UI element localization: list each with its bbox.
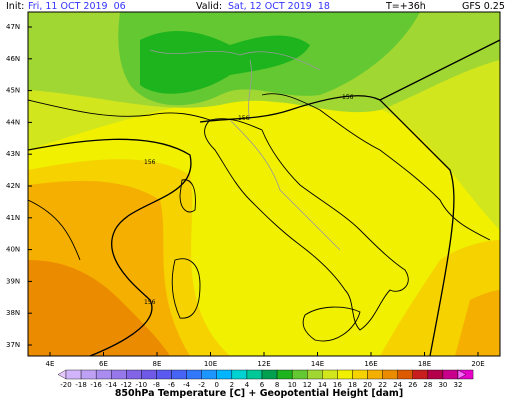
valid-label: Valid:	[196, 1, 222, 12]
map-field	[28, 12, 500, 356]
colorbar-label: 14	[318, 381, 327, 389]
colorbar-swatch	[65, 369, 82, 380]
colorbar-swatch	[397, 369, 413, 380]
colorbar-swatch	[186, 369, 202, 380]
colorbar-swatch	[80, 369, 97, 380]
colorbar-swatch	[171, 369, 187, 380]
colorbar-swatch	[261, 369, 278, 380]
colorbar-swatch	[307, 369, 323, 380]
contour-label: 156	[238, 115, 250, 122]
colorbar-label: 4	[245, 381, 250, 389]
field-zone	[455, 290, 500, 356]
colorbar-arrow	[457, 369, 467, 380]
lon-label: 14E	[311, 360, 324, 368]
lat-label: 40N	[6, 246, 20, 254]
contour-label: 156	[342, 94, 354, 101]
colorbar-swatch	[412, 369, 429, 380]
colorbar-label: 8	[275, 381, 279, 389]
lon-label: 20E	[471, 360, 484, 368]
colorbar-label: -8	[153, 381, 160, 389]
lat-label: 37N	[6, 341, 20, 349]
colorbar-swatch	[322, 369, 338, 380]
contour-label: 156	[144, 299, 156, 306]
colorbar-label: 30	[438, 381, 447, 389]
colorbar-swatch	[291, 369, 308, 380]
colorbar-label: -4	[183, 381, 191, 389]
field-zone	[140, 30, 310, 94]
colorbar-label: -12	[121, 381, 132, 389]
coastlines	[28, 93, 491, 342]
colorbar-label: 12	[303, 381, 312, 389]
colorbar-label: 18	[348, 381, 357, 389]
lat-label: 45N	[6, 87, 20, 95]
colorbar-label: -18	[75, 381, 86, 389]
lat-label: 46N	[6, 55, 20, 63]
borders	[149, 49, 341, 251]
field-zone	[28, 260, 170, 356]
lat-label: 38N	[6, 309, 20, 317]
colorbar-label: -10	[136, 381, 147, 389]
colorbar-swatch	[201, 369, 217, 380]
colorbar-swatch	[442, 369, 459, 380]
height-contours	[28, 39, 500, 356]
colorbar-label: 22	[378, 381, 387, 389]
colorbar-swatch	[111, 369, 127, 380]
colorbar-swatch	[276, 369, 293, 380]
colorbar-label: 16	[333, 381, 342, 389]
colorbar-label: 28	[423, 381, 432, 389]
colorbar-swatch	[367, 369, 383, 380]
init-label: Init:	[6, 1, 24, 12]
lon-label: 4E	[46, 360, 55, 368]
lat-label: 43N	[6, 150, 20, 158]
lon-label: 10E	[204, 360, 217, 368]
model: GFS 0.25	[462, 1, 505, 12]
colorbar-label: -6	[168, 381, 176, 389]
colorbar-swatch	[382, 369, 398, 380]
colorbar-label: 2	[230, 381, 234, 389]
lon-label: 6E	[99, 360, 108, 368]
colorbar-label: -2	[198, 381, 205, 389]
colorbar-swatch	[216, 369, 233, 380]
lon-label: 8E	[153, 360, 162, 368]
colorbar-swatch	[352, 369, 368, 380]
colorbar-swatch	[337, 369, 353, 380]
lat-label: 41N	[6, 214, 20, 222]
lat-label: 47N	[6, 23, 20, 31]
contour-label: 156	[144, 159, 156, 166]
colorbar-arrow	[57, 369, 67, 380]
colorbar-swatch	[156, 369, 172, 380]
colorbar-label: 32	[454, 381, 463, 389]
lead-time: T=+36h	[385, 1, 426, 12]
footer-title: 850hPa Temperature [C] + Geopotential He…	[115, 388, 403, 399]
lon-label: 18E	[418, 360, 431, 368]
colorbar-label: -16	[90, 381, 102, 389]
colorbar-label: 26	[408, 381, 417, 389]
lat-label: 39N	[6, 277, 20, 285]
colorbar-label: 6	[260, 381, 265, 389]
colorbar-label: -14	[106, 381, 118, 389]
colorbar-label: 10	[288, 381, 297, 389]
colorbar-swatch	[126, 369, 142, 380]
header: Init: Fri, 11 OCT 2019 06 Valid: Sat, 12…	[6, 1, 505, 12]
valid-time: Sat, 12 OCT 2019 18	[228, 1, 330, 12]
colorbar-label: 20	[363, 381, 372, 389]
colorbar-swatch	[141, 369, 157, 380]
init-time: Fri, 11 OCT 2019 06	[28, 1, 126, 12]
lon-label: 16E	[364, 360, 377, 368]
colorbar-label: 0	[215, 381, 219, 389]
colorbar-swatch	[95, 369, 112, 380]
colorbar-label: -20	[60, 381, 71, 389]
lat-label: 44N	[6, 118, 20, 126]
colorbar-label: 24	[393, 381, 402, 389]
colorbar-swatch	[231, 369, 248, 380]
colorbar-swatch	[427, 369, 444, 380]
colorbar-swatch	[246, 369, 263, 380]
lat-label: 42N	[6, 182, 20, 190]
contour-labels: 156 156 156 156	[144, 94, 354, 306]
lon-label: 12E	[257, 360, 270, 368]
